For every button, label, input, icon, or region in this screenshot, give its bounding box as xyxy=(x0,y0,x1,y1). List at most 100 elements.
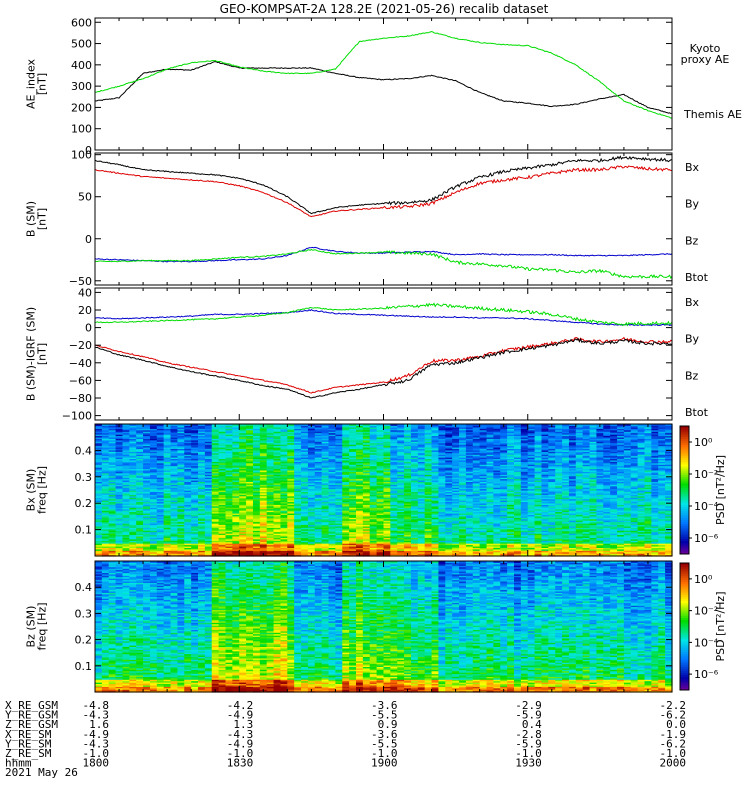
spectrogram-cell xyxy=(198,472,206,475)
spectrogram-cell xyxy=(390,510,398,513)
spectrogram-cell xyxy=(445,477,453,480)
spectrogram-cell xyxy=(115,548,124,551)
spectrogram-cell xyxy=(397,511,405,514)
spectrogram-cell xyxy=(410,514,419,517)
spectrogram-cell xyxy=(191,425,199,428)
spectrogram-cell xyxy=(191,492,199,495)
spectrogram-cell xyxy=(287,548,295,551)
spectrogram-cell xyxy=(369,424,378,427)
spectrogram-cell xyxy=(129,428,137,431)
spectrogram-cell xyxy=(383,482,391,485)
spectrogram-cell xyxy=(156,500,165,503)
spectrogram-cell xyxy=(369,491,378,494)
spectrogram-cell xyxy=(417,435,426,438)
spectrogram-cell xyxy=(342,500,350,503)
spectrogram-cell xyxy=(390,518,398,521)
spectrogram-cell xyxy=(95,448,103,451)
spectrogram-cell xyxy=(362,439,371,442)
spectrogram-cell xyxy=(101,479,110,482)
spectrogram-cell xyxy=(177,477,185,480)
spectrogram-cell xyxy=(122,434,130,437)
spectrogram-cell xyxy=(369,511,378,514)
spectrogram-cell xyxy=(356,448,364,451)
spectrogram-cell xyxy=(101,477,110,480)
spectrogram-cell xyxy=(122,488,130,491)
spectrogram-cell xyxy=(424,475,433,478)
spectrogram-cell xyxy=(280,429,288,432)
spectrogram-cell xyxy=(108,467,117,470)
spectrogram-cell xyxy=(136,505,144,508)
spectrogram-cell xyxy=(417,524,426,527)
spectrogram-cell xyxy=(266,461,275,464)
spectrogram-cell xyxy=(294,525,302,528)
spectrogram-cell xyxy=(349,439,357,442)
spectrogram-cell xyxy=(273,525,282,528)
spectrogram-cell xyxy=(136,478,144,481)
spectrogram-cell xyxy=(424,510,433,513)
spectrogram-cell xyxy=(349,467,357,470)
spectrogram-cell xyxy=(321,515,330,518)
spectrogram-cell xyxy=(273,477,282,480)
spectrogram-cell xyxy=(149,469,158,472)
spectrogram-cell xyxy=(225,467,233,470)
spectrogram-cell xyxy=(376,446,385,449)
spectrogram-cell xyxy=(438,500,446,503)
spectrogram-cell xyxy=(307,488,316,491)
spectrogram-cell xyxy=(328,548,337,551)
spectrogram-cell xyxy=(438,461,446,464)
spectrogram-cell xyxy=(307,454,316,457)
spectrogram-cell xyxy=(101,553,110,556)
spectrogram-cell xyxy=(314,459,323,462)
spectrogram-cell xyxy=(163,504,172,507)
spectrogram-cell xyxy=(438,465,446,468)
spectrogram-cell xyxy=(397,524,405,527)
spectrogram-cell xyxy=(280,540,288,543)
spectrogram-cell xyxy=(404,514,412,517)
spectrogram-cell xyxy=(149,442,158,445)
spectrogram-cell xyxy=(404,469,412,472)
spectrogram-cell xyxy=(239,512,247,515)
spectrogram-cell xyxy=(156,521,165,524)
spectrogram-cell xyxy=(266,446,275,449)
spectrogram-cell xyxy=(431,504,440,507)
spectrogram-cell xyxy=(246,545,254,548)
spectrogram-cell xyxy=(149,448,158,451)
spectrogram-cell xyxy=(191,448,199,451)
spectrogram-cell xyxy=(342,492,350,495)
spectrogram-cell xyxy=(239,510,247,513)
spectrogram-cell xyxy=(424,545,433,548)
spectrogram-cell xyxy=(225,488,233,491)
spectrogram-cell xyxy=(225,458,233,461)
spectrogram-cell xyxy=(177,530,185,533)
spectrogram-cell xyxy=(177,505,185,508)
spectrogram-cell xyxy=(122,491,130,494)
spectrogram-cell xyxy=(397,492,405,495)
spectrogram-cell xyxy=(232,491,240,494)
spectrogram-cell xyxy=(136,495,144,498)
spectrogram-cell xyxy=(314,484,323,487)
spectrogram-cell xyxy=(246,514,254,517)
spectrogram-cell xyxy=(314,455,323,458)
spectrogram-cell xyxy=(129,550,137,553)
spectrogram-cell xyxy=(225,424,233,427)
spectrogram-cell xyxy=(252,468,261,471)
spectrogram-cell xyxy=(335,464,343,467)
spectrogram-cell xyxy=(191,490,199,493)
spectrogram-cell xyxy=(204,451,213,454)
spectrogram-cell xyxy=(307,504,316,507)
spectrogram-cell xyxy=(225,478,233,481)
spectrogram-cell xyxy=(239,457,247,460)
spectrogram-cell xyxy=(273,485,282,488)
spectrogram-cell xyxy=(314,541,323,544)
spectrogram-cell xyxy=(390,446,398,449)
spectrogram-cell xyxy=(170,518,179,521)
spectrogram-cell xyxy=(129,458,137,461)
spectrogram-cell xyxy=(129,452,137,455)
spectrogram-cell xyxy=(307,468,316,471)
spectrogram-cell xyxy=(301,435,309,438)
spectrogram-cell xyxy=(424,469,433,472)
spectrogram-cell xyxy=(294,514,302,517)
spectrogram-cell xyxy=(280,512,288,515)
spectrogram-cell xyxy=(259,548,268,551)
spectrogram-cell xyxy=(404,478,412,481)
